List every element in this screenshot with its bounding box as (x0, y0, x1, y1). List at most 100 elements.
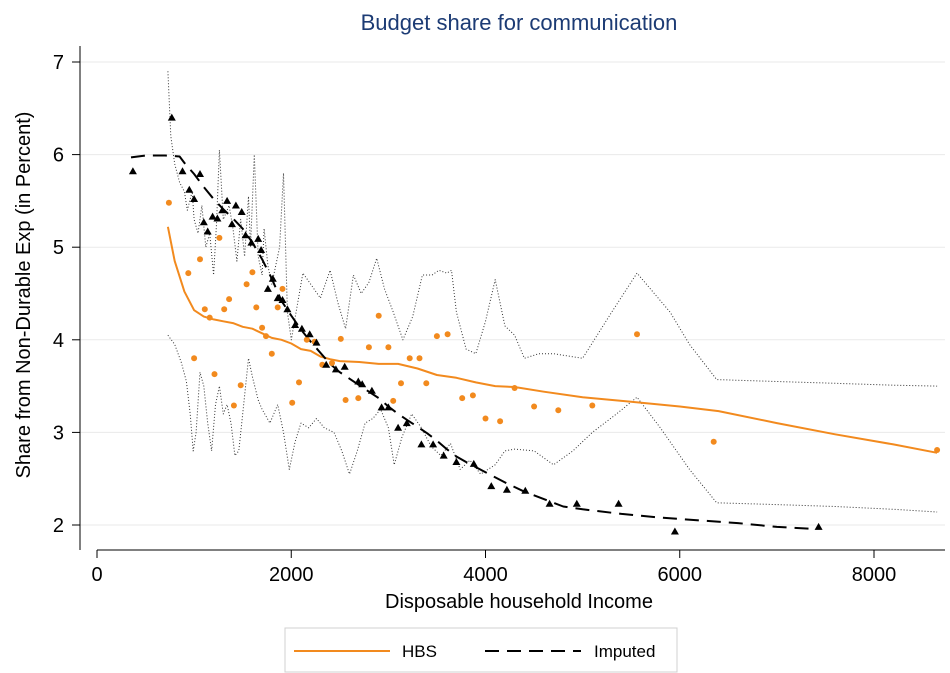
triangle-point (241, 231, 250, 239)
triangle-point (670, 527, 679, 535)
triangle-point (305, 330, 314, 338)
circle-point (416, 355, 423, 362)
triangle-point (237, 208, 246, 215)
circle-point (226, 296, 233, 303)
triangle-point (218, 206, 227, 214)
y-axis-label: Share from Non-Durable Exp (in Percent) (13, 112, 35, 479)
circle-point (221, 306, 228, 313)
triangle-point (572, 499, 581, 507)
circle-point (230, 402, 237, 409)
triangle-point (231, 201, 240, 209)
triangle-point (190, 195, 199, 202)
circle-point (165, 199, 172, 206)
y-tick-label: 6 (53, 145, 64, 167)
circle-point (201, 306, 208, 313)
circle-point (342, 397, 349, 403)
circle-point (469, 392, 476, 399)
x-tick-label: 6000 (658, 564, 703, 586)
circle-point (263, 333, 269, 340)
circle-point (303, 336, 310, 343)
triangle-point (367, 386, 376, 394)
circle-point (390, 397, 397, 404)
circle-point (355, 395, 362, 402)
circle-point (555, 407, 562, 414)
triangle-point (312, 338, 321, 346)
circle-point (237, 382, 244, 389)
circle-point (375, 312, 382, 319)
triangle-point (814, 522, 823, 530)
triangle-point (167, 113, 176, 121)
legend-label-imputed: Imputed (594, 642, 655, 661)
plot-area (128, 71, 941, 535)
x-axis-label: Disposable household Income (385, 591, 653, 613)
triangle-point (452, 458, 461, 465)
triangle-point (331, 365, 340, 373)
x-tick-label: 8000 (852, 564, 897, 586)
triangle-point (178, 167, 187, 175)
triangle-point (354, 377, 363, 385)
circle-point (406, 355, 413, 362)
triangle-point (429, 440, 438, 448)
triangle-point (199, 218, 208, 226)
triangle-point (128, 167, 137, 175)
circle-point (296, 379, 302, 386)
circle-point (185, 270, 192, 277)
triangle-point (196, 170, 204, 177)
circle-point (243, 281, 250, 288)
series-line-hbs (166, 226, 938, 454)
circle-point (482, 415, 489, 422)
circle-point (634, 331, 640, 338)
circle-point (249, 269, 256, 276)
triangle-point (223, 196, 232, 204)
triangle-point (203, 227, 212, 235)
x-tick-label: 0 (91, 564, 102, 586)
triangle-point (614, 499, 623, 507)
triangle-point (487, 482, 496, 490)
x-tick-label: 2000 (269, 564, 314, 586)
triangle-point (297, 324, 306, 332)
circle-point (710, 438, 717, 445)
legend: HBS Imputed (284, 627, 678, 673)
triangle-point (228, 220, 236, 228)
y-axis-ticks: 2 3 4 5 6 7 (53, 52, 80, 537)
triangle-point (377, 403, 386, 411)
triangle-point (268, 274, 277, 282)
circle-point (589, 402, 596, 409)
x-tick-label: 4000 (463, 564, 508, 586)
triangle-point (208, 212, 217, 220)
circle-point (459, 395, 466, 402)
y-tick-label: 2 (53, 515, 64, 537)
triangle-point (185, 185, 194, 193)
circle-point (216, 234, 223, 241)
circle-point (398, 380, 404, 387)
circle-point (365, 344, 372, 351)
circle-point (531, 403, 538, 410)
y-tick-label: 5 (53, 237, 64, 259)
triangle-point (263, 284, 272, 292)
triangle-point (213, 214, 222, 222)
circle-point (191, 355, 198, 362)
y-tick-label: 3 (53, 422, 64, 444)
triangle-point (521, 486, 530, 494)
gridlines (80, 61, 945, 526)
y-tick-label: 4 (53, 330, 64, 352)
triangle-point (257, 246, 266, 253)
circle-point (211, 371, 218, 378)
circle-point (206, 314, 213, 321)
x-axis-ticks: 0 2000 4000 6000 8000 (91, 550, 896, 586)
triangle-point (384, 403, 393, 411)
triangle-point (247, 238, 256, 246)
circle-point (497, 418, 504, 425)
triangle-point (278, 296, 287, 303)
circle-point (259, 324, 266, 331)
triangle-point (394, 423, 403, 431)
circle-point (253, 304, 260, 311)
confidence-band-line (167, 71, 938, 387)
chart-title: Budget share for communication (361, 10, 678, 35)
confidence-band-line (167, 334, 938, 513)
series-line-imputed (130, 154, 811, 530)
circle-point (934, 447, 941, 453)
triangle-point (291, 321, 300, 328)
